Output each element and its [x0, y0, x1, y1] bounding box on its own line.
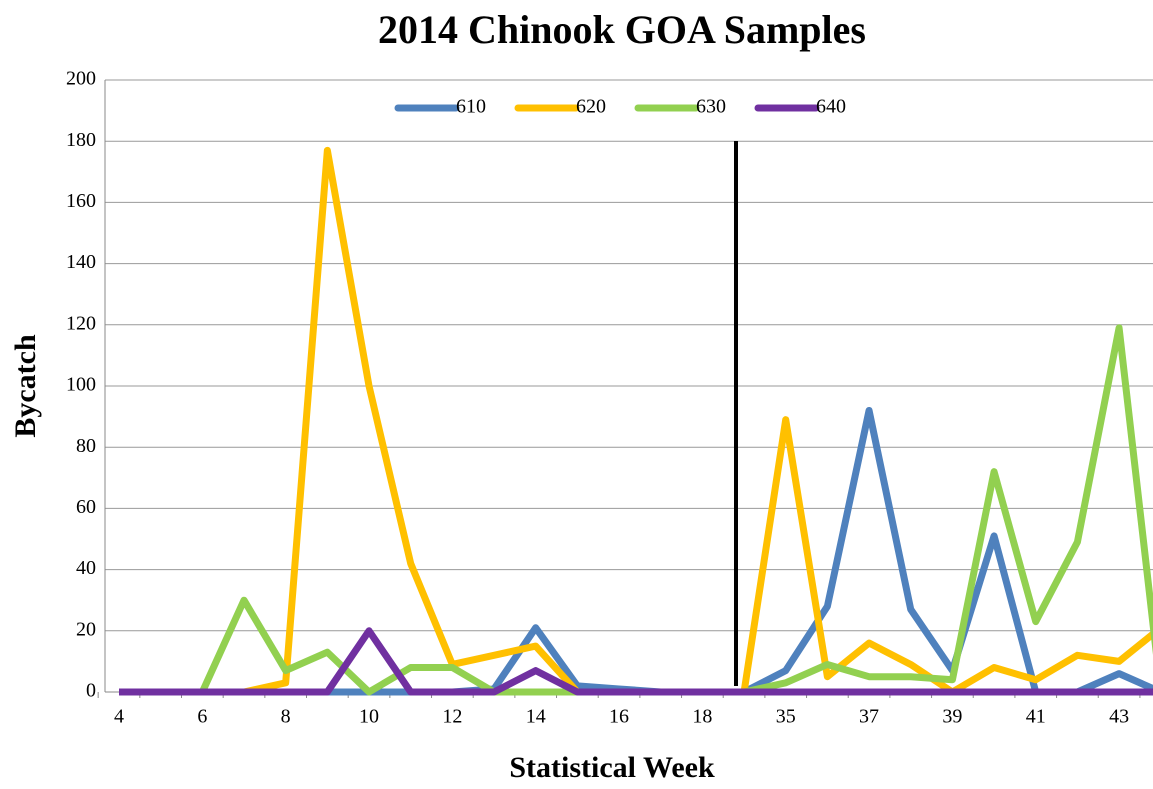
legend-label: 630 [696, 96, 726, 118]
x-tick-label: 8 [281, 706, 291, 728]
x-tick-label: 16 [609, 706, 629, 728]
x-tick-label: 37 [859, 706, 879, 728]
series-line [119, 146, 1153, 696]
series-line [119, 627, 1153, 696]
x-axis-title: Statistical Week [509, 751, 715, 784]
series-line [119, 324, 1153, 696]
x-tick-label: 6 [197, 706, 207, 728]
x-tick-label: 12 [442, 706, 462, 728]
x-tick-label: 35 [776, 706, 796, 728]
y-tick-label: 100 [66, 374, 96, 396]
legend-label: 620 [576, 96, 606, 118]
legend-label: 640 [816, 96, 846, 118]
y-tick-label: 140 [66, 251, 96, 273]
x-tick-label: 41 [1026, 706, 1046, 728]
chart-title: 2014 Chinook GOA Samples [378, 7, 866, 52]
x-tick-label: 10 [359, 706, 379, 728]
y-tick-label: 200 [66, 68, 96, 90]
x-tick-label: 18 [692, 706, 712, 728]
y-tick-label: 60 [76, 496, 96, 518]
y-tick-label: 180 [66, 129, 96, 151]
legend-label: 610 [456, 96, 486, 118]
y-tick-label: 40 [76, 557, 96, 579]
x-tick-label: 4 [114, 706, 124, 728]
y-tick-label: 80 [76, 435, 96, 457]
x-tick-label: 14 [526, 706, 546, 728]
x-tick-label: 39 [942, 706, 962, 728]
x-tick-label: 43 [1109, 706, 1129, 728]
y-tick-label: 160 [66, 190, 96, 212]
y-tick-label: 20 [76, 618, 96, 640]
y-axis-title: Bycatch [9, 334, 42, 438]
y-tick-label: 0 [86, 680, 96, 702]
y-tick-label: 120 [66, 312, 96, 334]
